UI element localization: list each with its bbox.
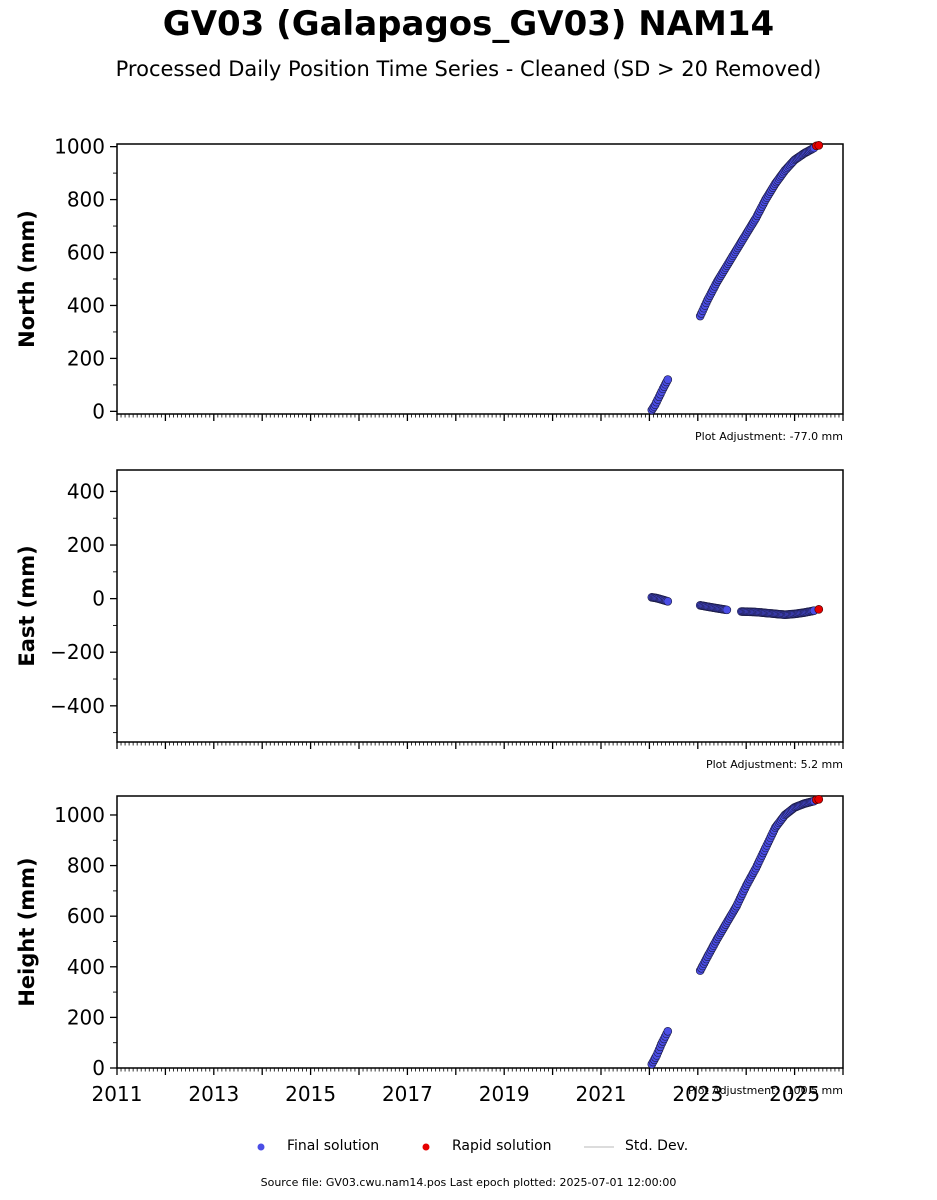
final-point bbox=[663, 375, 673, 384]
rapid-point bbox=[814, 605, 824, 614]
y-tick-label: 400 bbox=[67, 293, 105, 317]
panel-1: −400 −200 0 200 400 East (mm) Plot Adjustment:… bbox=[15, 469, 844, 771]
x-tick-label: 2025 bbox=[769, 1082, 820, 1106]
y-tick-label: 1000 bbox=[54, 135, 105, 159]
y-tick-label: 800 bbox=[67, 188, 105, 212]
legend-std-line bbox=[584, 1146, 614, 1148]
plot-adjustment: Plot Adjustment: -100.5 mm bbox=[688, 1084, 843, 1097]
y-tick-label: 400 bbox=[67, 955, 105, 979]
y-tick-label: −200 bbox=[50, 640, 105, 664]
legend-final-label: Final solution bbox=[287, 1138, 380, 1154]
panel-0: 0 200 400 600 800 1000 North (mm) Plot Adjustme… bbox=[15, 135, 844, 443]
y-tick-label: 600 bbox=[67, 241, 105, 265]
legend-rapid-label: Rapid solution bbox=[452, 1138, 552, 1154]
legend-final-marker bbox=[257, 1143, 265, 1151]
plot-frame bbox=[116, 143, 844, 415]
x-tick-label: 2019 bbox=[479, 1082, 530, 1106]
x-tick-label: 2013 bbox=[188, 1082, 239, 1106]
y-tick-label: 0 bbox=[92, 399, 105, 423]
panel-2: 0 200 400 600 800 1000 Height (mm) Plot Adjustm… bbox=[15, 794, 844, 1106]
legend-rapid-marker bbox=[422, 1143, 430, 1151]
y-tick-label: 200 bbox=[67, 533, 105, 557]
y-tick-label: 0 bbox=[92, 1056, 105, 1080]
final-point bbox=[663, 1027, 673, 1036]
x-tick-label: 2015 bbox=[285, 1082, 336, 1106]
x-tick-label: 2021 bbox=[576, 1082, 627, 1106]
plot-frame bbox=[116, 795, 844, 1069]
y-tick-label: 800 bbox=[67, 854, 105, 878]
y-tick-label: 1000 bbox=[54, 803, 105, 827]
chart-title: GV03 (Galapagos_GV03) NAM14 bbox=[162, 4, 775, 44]
y-axis-label: North (mm) bbox=[15, 210, 39, 348]
y-tick-label: −400 bbox=[50, 694, 105, 718]
x-tick-label: 2011 bbox=[92, 1082, 143, 1106]
chart-subtitle: Processed Daily Position Time Series - C… bbox=[115, 57, 822, 81]
source-footer: Source file: GV03.cwu.nam14.pos Last epo… bbox=[260, 1176, 677, 1189]
rapid-point bbox=[814, 141, 824, 150]
x-tick-label: 2017 bbox=[382, 1082, 433, 1106]
final-point bbox=[722, 605, 732, 615]
y-tick-label: 0 bbox=[92, 587, 105, 611]
x-tick-label: 2023 bbox=[672, 1082, 723, 1106]
y-tick-label: 200 bbox=[67, 1005, 105, 1029]
y-tick-label: 600 bbox=[67, 904, 105, 928]
plot-frame bbox=[116, 469, 844, 743]
plot-adjustment: Plot Adjustment: 5.2 mm bbox=[706, 758, 843, 771]
y-axis-label: East (mm) bbox=[15, 545, 39, 666]
final-point bbox=[663, 597, 673, 606]
y-axis-label: Height (mm) bbox=[15, 857, 39, 1006]
plot-adjustment: Plot Adjustment: -77.0 mm bbox=[695, 430, 843, 443]
y-tick-label: 200 bbox=[67, 346, 105, 370]
y-tick-label: 400 bbox=[67, 479, 105, 503]
legend-std-label: Std. Dev. bbox=[625, 1138, 689, 1154]
rapid-point bbox=[814, 794, 824, 804]
